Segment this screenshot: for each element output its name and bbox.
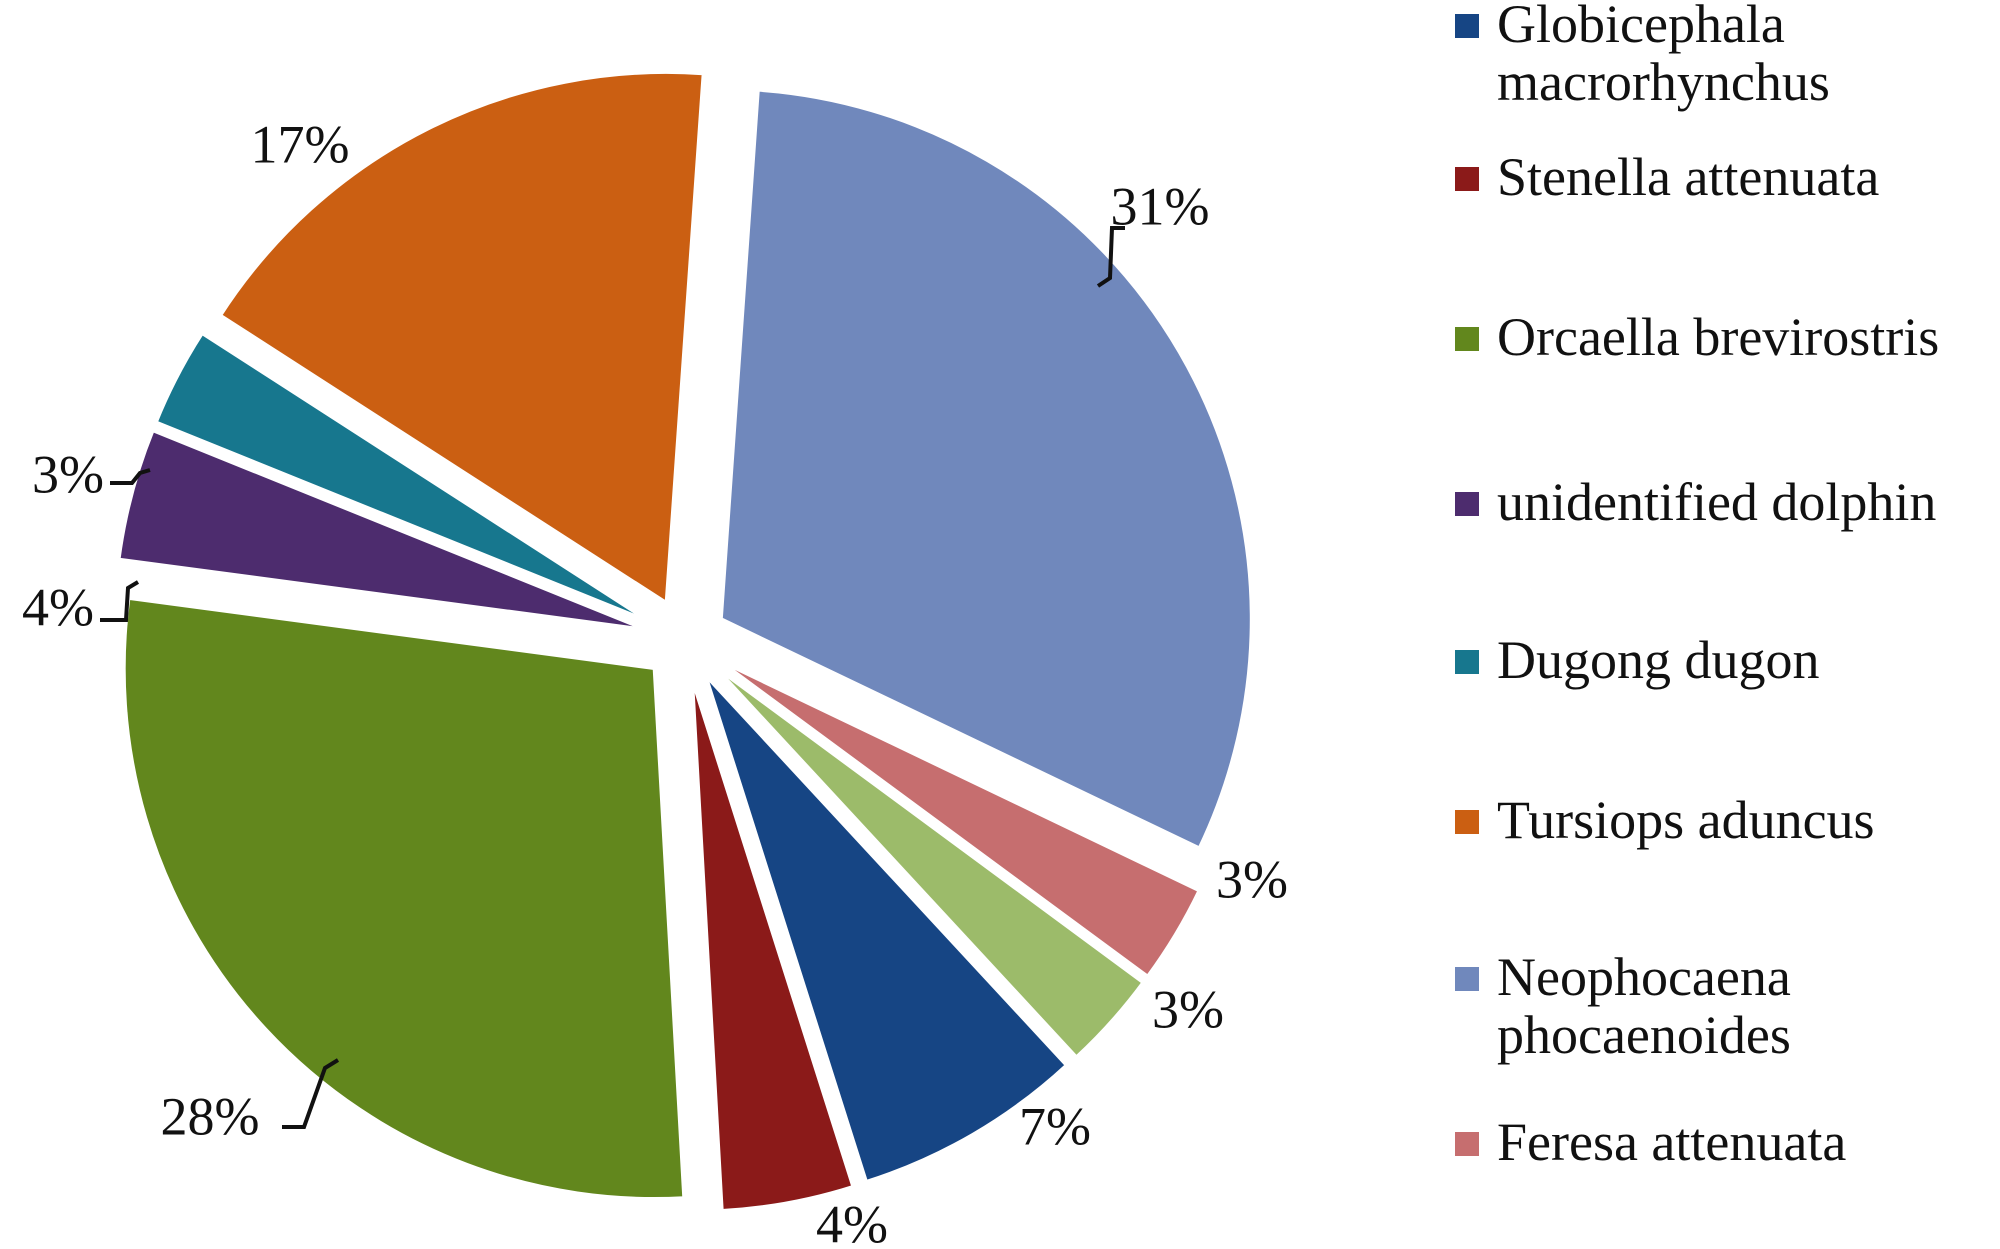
- legend-swatch: [1455, 810, 1479, 834]
- legend-label: Stenella attenuata: [1497, 147, 1879, 207]
- percent-label: 17%: [251, 114, 350, 174]
- pie-slice-stenella-attenuata: [691, 680, 855, 1213]
- pie-slice-dugong-dugon: [154, 331, 649, 623]
- legend-label: Orcaella brevirostris: [1497, 307, 1939, 367]
- legend-label: Tursiops aduncus: [1497, 790, 1875, 850]
- legend-swatch: [1455, 327, 1479, 351]
- legend-label: unidentified dolphin: [1497, 472, 1936, 532]
- legend-label: macrorhynchus: [1497, 52, 1830, 112]
- percent-label: 4%: [816, 1194, 888, 1249]
- pie-slice-tursiops-aduncus: [218, 70, 705, 606]
- percent-label: 7%: [1019, 1096, 1091, 1156]
- pie-slice-unidentified-dolphin: [117, 428, 645, 631]
- legend-label: Dugong dugon: [1497, 630, 1820, 690]
- percent-label: 3%: [1152, 979, 1224, 1039]
- pie-slices: [117, 70, 1253, 1213]
- leader-line: [100, 580, 140, 622]
- pie-slice-orcaella-brevirostris: [122, 596, 686, 1200]
- legend-label: Globicephala: [1497, 0, 1785, 54]
- pie-slice-neophocaena-phocaenoides: [719, 88, 1253, 850]
- leader-line: [110, 468, 151, 485]
- legend-swatch: [1455, 650, 1479, 674]
- legend-swatch: [1455, 967, 1479, 991]
- percent-label: 4%: [22, 577, 94, 637]
- percent-label: 28%: [161, 1086, 260, 1146]
- pie-slice-globicephala-macrorhynchus: [704, 675, 1069, 1184]
- leader-line: [282, 1058, 340, 1129]
- pie-percent-labels: 31% 3% 3% 7% 4% 28% 4% 3% 17%: [22, 114, 1288, 1249]
- legend-swatch: [1455, 167, 1479, 191]
- legend-swatch: [1455, 14, 1479, 38]
- legend-label: phocaenoides: [1497, 1005, 1791, 1065]
- legend-label: Feresa attenuata: [1497, 1112, 1846, 1172]
- leader-line: [1096, 226, 1125, 288]
- legend-swatch: [1455, 1132, 1479, 1156]
- pie-slice-feresa-attenuata: [720, 660, 1201, 979]
- percent-label: 3%: [1216, 849, 1288, 909]
- legend-label: Neophocaena: [1497, 947, 1791, 1007]
- percent-label: 3%: [32, 444, 104, 504]
- pie-slice-unlabeled: [715, 666, 1145, 1059]
- percent-label: 31%: [1111, 176, 1210, 236]
- legend-swatch: [1455, 492, 1479, 516]
